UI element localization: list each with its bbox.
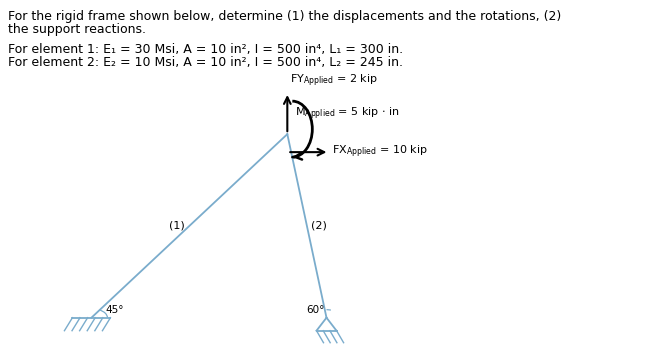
Text: M$_\mathregular{Applied}$ = 5 kip $\cdot$ in: M$_\mathregular{Applied}$ = 5 kip $\cdot… (295, 106, 400, 122)
Text: FY$_\mathregular{Applied}$ = 2 kip: FY$_\mathregular{Applied}$ = 2 kip (291, 73, 378, 89)
Text: For element 1: E₁ = 30 Msi, A = 10 in², I = 500 in⁴, L₁ = 300 in.: For element 1: E₁ = 30 Msi, A = 10 in², … (8, 43, 403, 56)
Text: (2): (2) (311, 221, 327, 231)
Text: For element 2: E₂ = 10 Msi, A = 10 in², I = 500 in⁴, L₂ = 245 in.: For element 2: E₂ = 10 Msi, A = 10 in², … (8, 56, 403, 69)
Text: (1): (1) (170, 221, 185, 231)
Text: 45°: 45° (105, 305, 124, 315)
Text: FX$_\mathregular{Applied}$ = 10 kip: FX$_\mathregular{Applied}$ = 10 kip (332, 144, 428, 160)
Text: 60°: 60° (306, 305, 325, 315)
Text: the support reactions.: the support reactions. (8, 23, 146, 36)
Text: For the rigid frame shown below, determine (1) the displacements and the rotatio: For the rigid frame shown below, determi… (8, 10, 561, 23)
